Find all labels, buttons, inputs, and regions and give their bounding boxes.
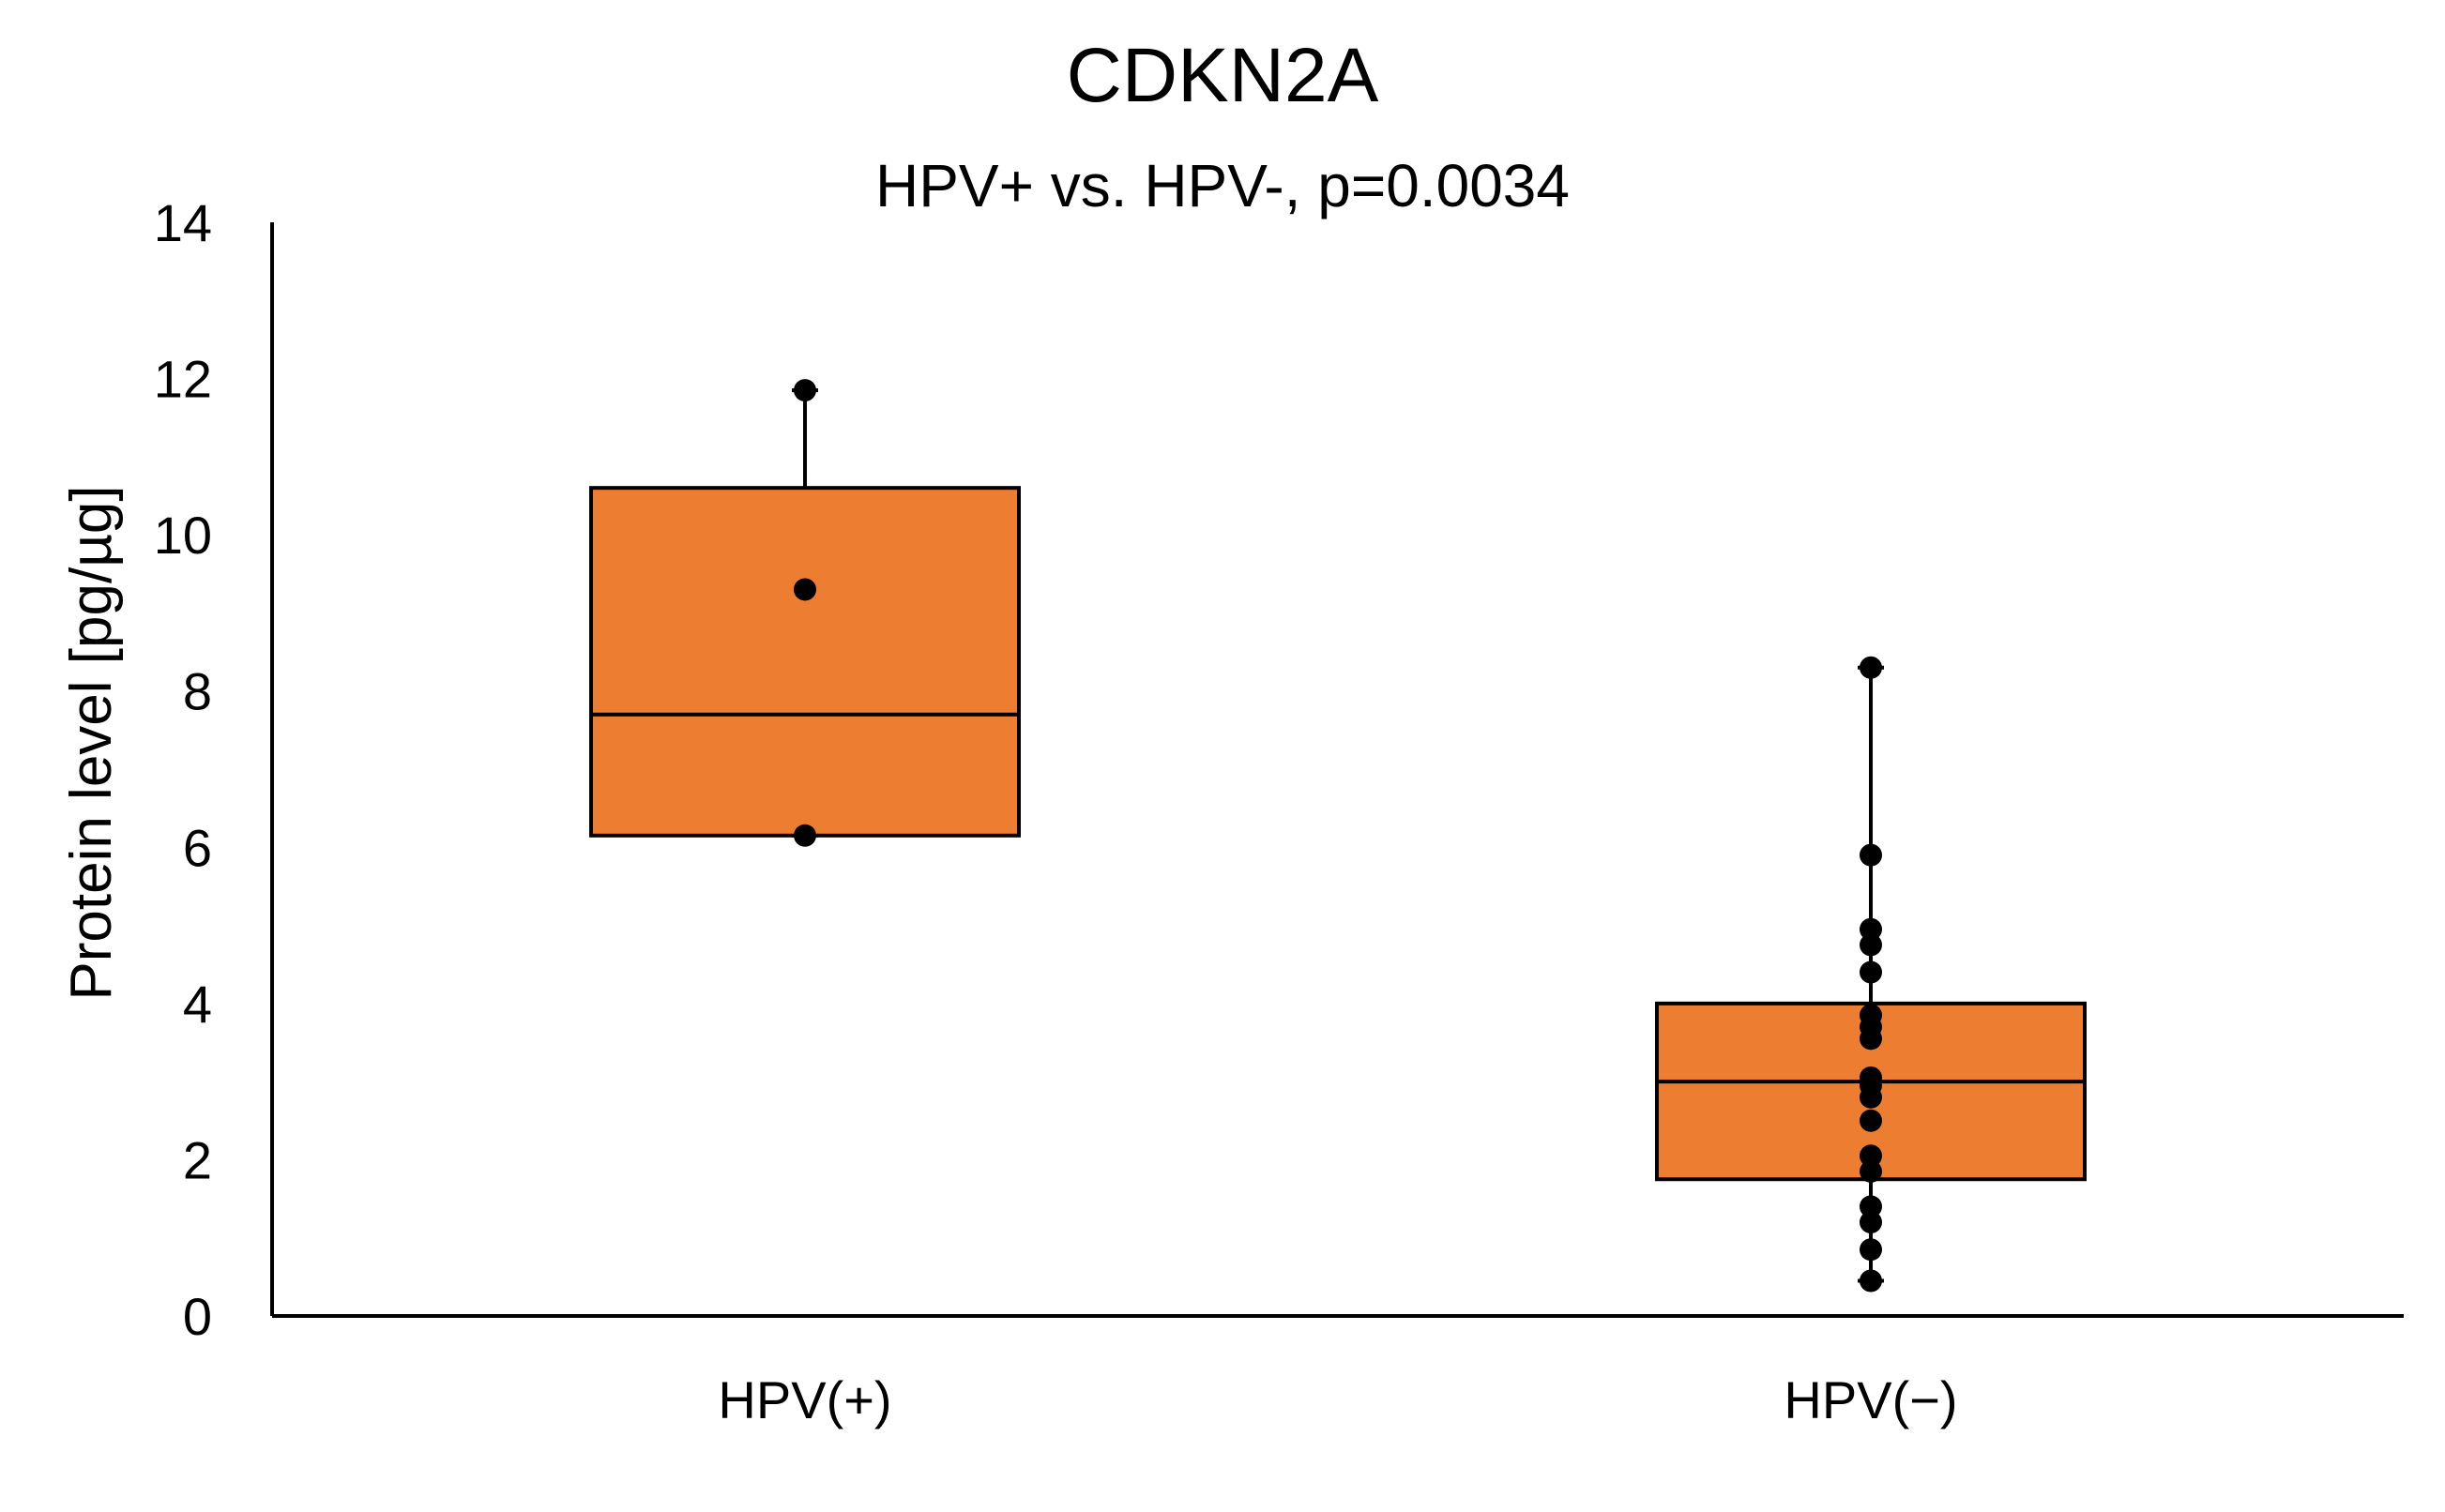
data-point bbox=[1860, 843, 1882, 867]
y-tick-label: 6 bbox=[183, 818, 212, 877]
y-tick-label: 10 bbox=[154, 506, 212, 565]
data-point bbox=[794, 824, 816, 847]
y-tick-label: 4 bbox=[183, 975, 212, 1034]
y-tick-label: 12 bbox=[154, 350, 212, 409]
box-group bbox=[589, 379, 1021, 847]
data-point bbox=[794, 379, 816, 402]
data-point bbox=[794, 578, 816, 601]
data-point bbox=[1860, 1144, 1882, 1168]
chart-title: CDKN2A bbox=[1067, 33, 1379, 118]
axes bbox=[270, 222, 2404, 1318]
y-tick-label: 8 bbox=[183, 662, 212, 721]
y-tick-label: 2 bbox=[183, 1130, 212, 1189]
data-point bbox=[1860, 1195, 1882, 1218]
data-point bbox=[1860, 1109, 1882, 1132]
data-point bbox=[1860, 933, 1882, 957]
data-point bbox=[1860, 960, 1882, 984]
x-tick-label: HPV(−) bbox=[1784, 1370, 1957, 1429]
data-point bbox=[1860, 1238, 1882, 1262]
box bbox=[589, 486, 1021, 838]
data-point bbox=[1860, 1211, 1882, 1234]
x-tick-label: HPV(+) bbox=[718, 1370, 891, 1429]
y-tick-label: 14 bbox=[154, 193, 212, 252]
data-point bbox=[1860, 917, 1882, 941]
data-point bbox=[1860, 1027, 1882, 1051]
data-point bbox=[1860, 1159, 1882, 1183]
y-axis-label: Protein level [pg/µg] bbox=[59, 485, 124, 1000]
box-group bbox=[1655, 656, 2087, 1293]
y-tick-labels: 0 2 4 6 8 10 12 14 bbox=[154, 193, 212, 1346]
data-point bbox=[1860, 1269, 1882, 1293]
y-tick-label: 0 bbox=[183, 1287, 212, 1346]
chart-subtitle: HPV+ vs. HPV-, p=0.0034 bbox=[875, 152, 1570, 219]
x-tick-labels: HPV(+) HPV(−) bbox=[718, 1370, 1957, 1429]
data-point bbox=[1860, 656, 1882, 679]
data-point bbox=[1860, 1085, 1882, 1109]
boxes bbox=[589, 379, 2087, 1293]
